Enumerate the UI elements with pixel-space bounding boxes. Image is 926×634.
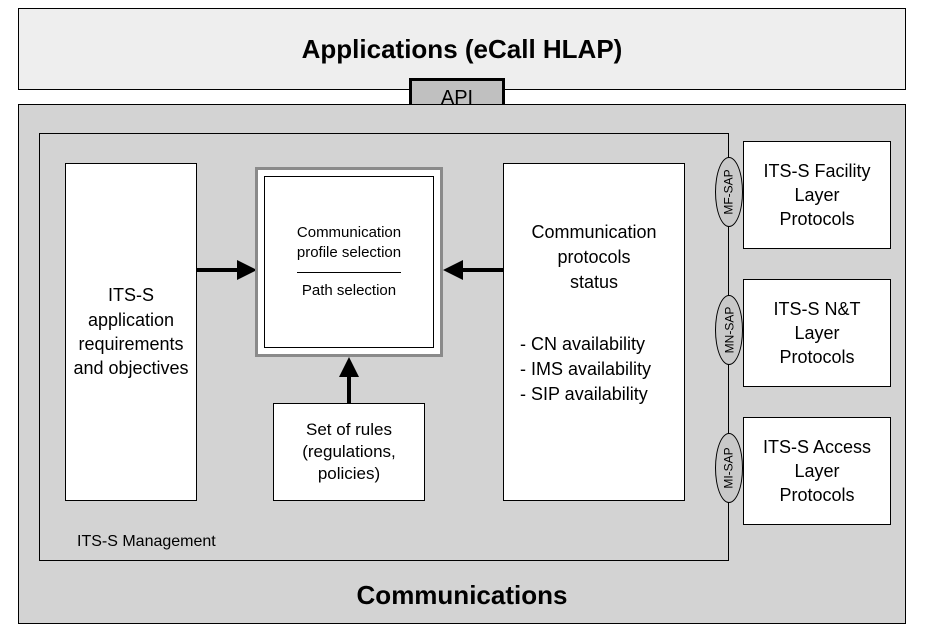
proto-item-2: - SIP availability [520, 382, 651, 407]
nt-protocols-box: ITS-S N&T Layer Protocols [743, 279, 891, 387]
mi-sap-label: MI-SAP [722, 447, 736, 488]
arrow-up-1 [334, 357, 364, 403]
nt-protocols-text: ITS-S N&T Layer Protocols [773, 297, 860, 370]
proto-status-items: - CN availability - IMS availability - S… [514, 332, 651, 408]
access-protocols-text: ITS-S Access Layer Protocols [763, 435, 871, 508]
profile-selection-box: Communication profile selection Path sel… [255, 167, 443, 357]
profile-selection-bottom: Path selection [302, 281, 396, 301]
arrow-right-1 [197, 255, 257, 285]
rules-text: Set of rules (regulations, policies) [302, 419, 396, 485]
its-management-label: ITS-S Management [77, 533, 216, 551]
applications-title: Applications (eCall HLAP) [302, 34, 623, 65]
rules-box: Set of rules (regulations, policies) [273, 403, 425, 501]
proto-status-box: Communication protocols status - CN avai… [503, 163, 685, 501]
profile-selection-inner: Communication profile selection Path sel… [264, 176, 434, 348]
mn-sap-label: MN-SAP [722, 307, 736, 354]
proto-item-0: - CN availability [520, 332, 651, 357]
mn-sap-ellipse: MN-SAP [715, 295, 743, 365]
facility-protocols-box: ITS-S Facility Layer Protocols [743, 141, 891, 249]
proto-item-1: - IMS availability [520, 357, 651, 382]
mf-sap-label: MF-SAP [722, 169, 736, 214]
mi-sap-ellipse: MI-SAP [715, 433, 743, 503]
facility-protocols-text: ITS-S Facility Layer Protocols [763, 159, 870, 232]
app-requirements-text: ITS-S application requirements and objec… [73, 283, 188, 380]
profile-selection-divider [297, 272, 401, 273]
proto-status-title: Communication protocols status [531, 220, 656, 296]
communications-title: Communications [19, 580, 905, 611]
profile-selection-top: Communication profile selection [275, 223, 423, 264]
communications-container: ITS-S application requirements and objec… [18, 104, 906, 624]
app-requirements-box: ITS-S application requirements and objec… [65, 163, 197, 501]
mf-sap-ellipse: MF-SAP [715, 157, 743, 227]
arrow-left-1 [443, 255, 503, 285]
access-protocols-box: ITS-S Access Layer Protocols [743, 417, 891, 525]
